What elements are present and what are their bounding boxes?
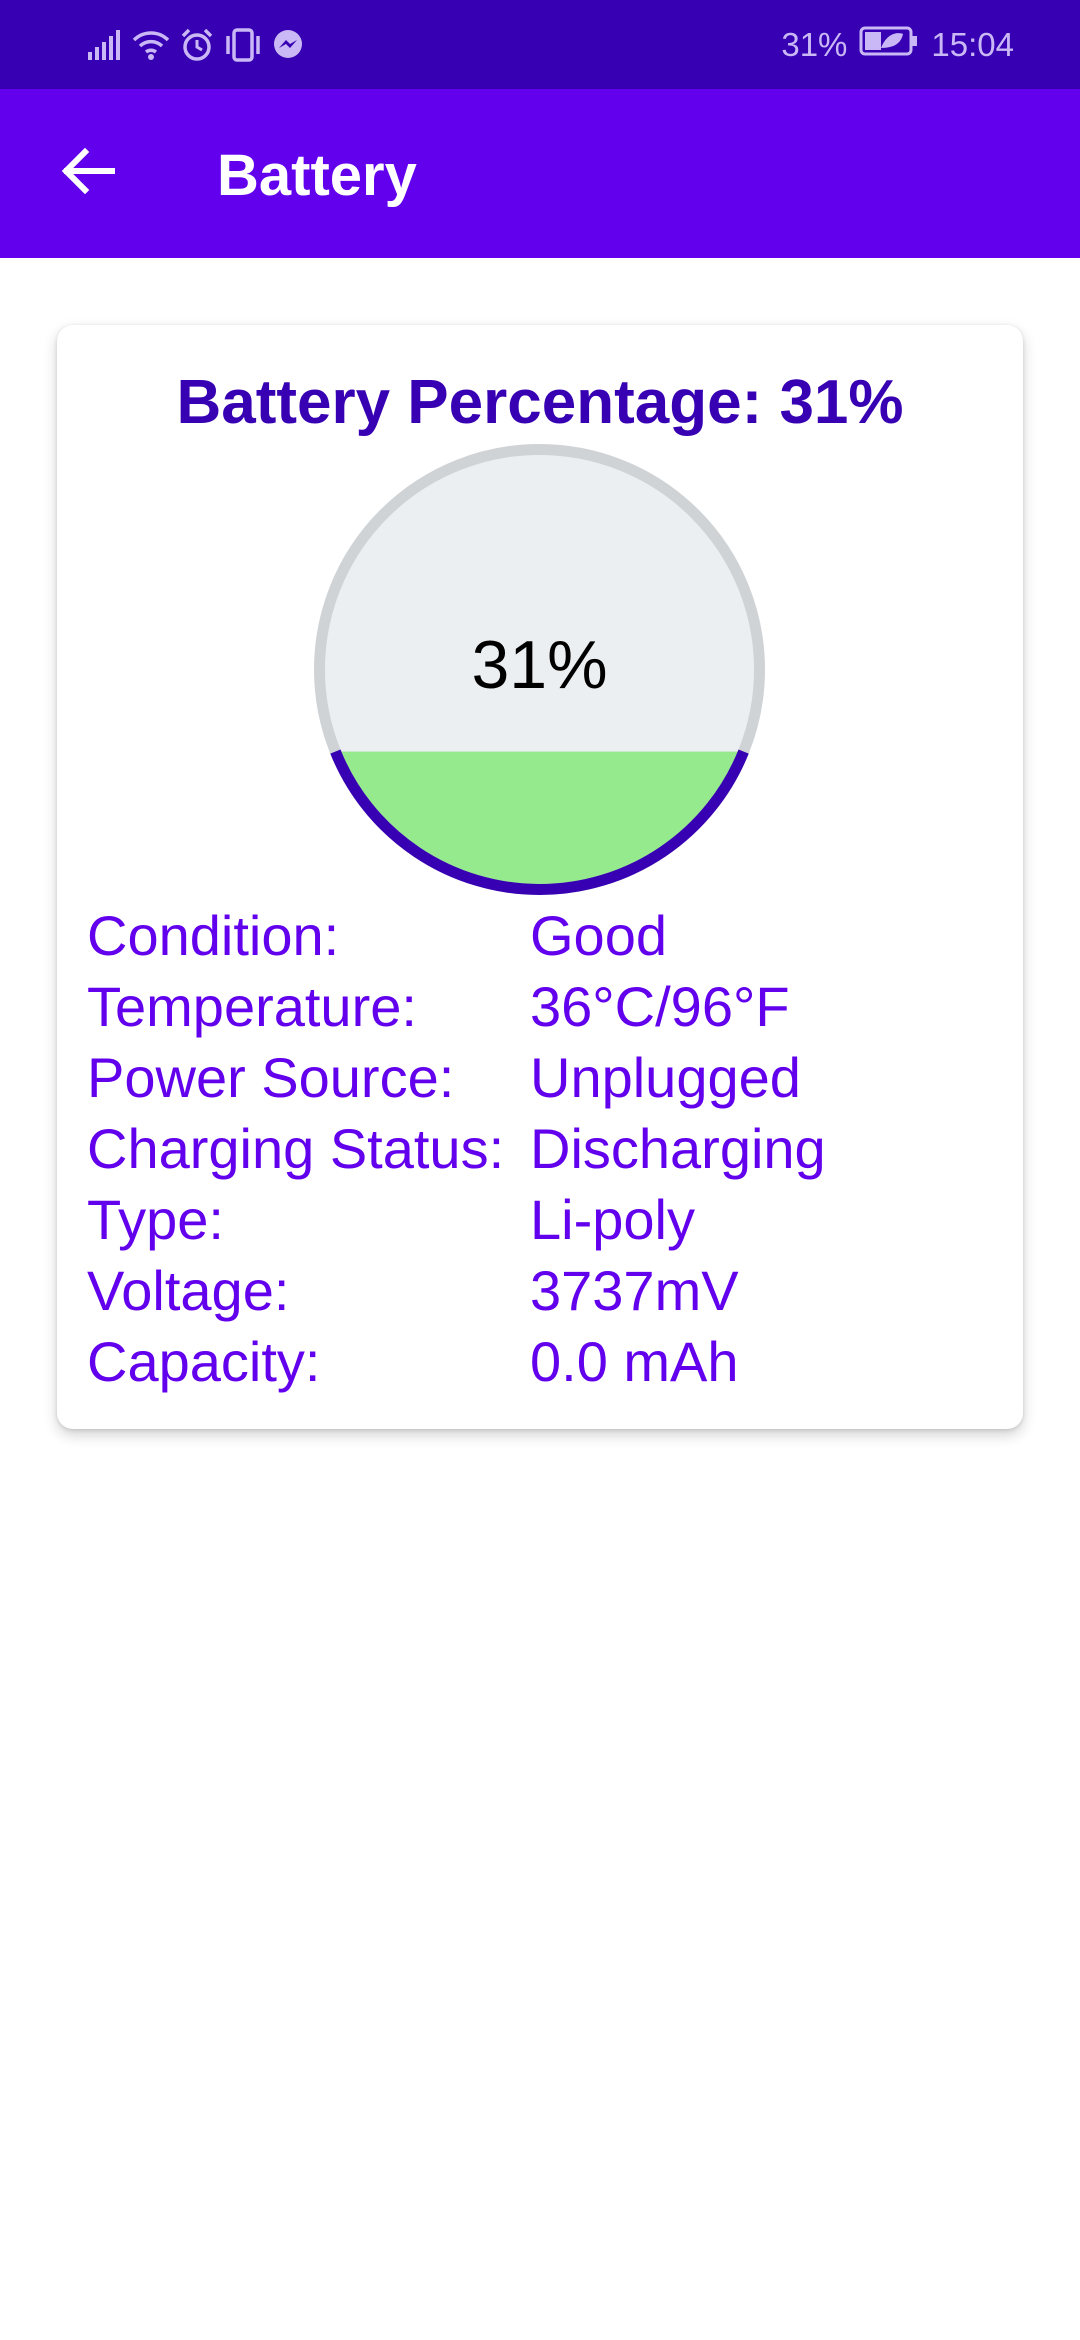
detail-row: Capacity: 0.0 mAh — [87, 1326, 826, 1397]
wifi-icon — [132, 29, 170, 61]
status-time: 15:04 — [931, 26, 1014, 63]
detail-row: Power Source: Unplugged — [87, 1042, 826, 1113]
detail-label: Condition: — [87, 904, 340, 967]
detail-label: Charging Status: — [87, 1117, 505, 1180]
detail-value: Unplugged — [530, 1046, 801, 1109]
battery-details: Condition: Good Temperature: 36°C/96°F Power… — [87, 900, 826, 1397]
detail-value: 0.0 mAh — [530, 1330, 739, 1393]
detail-row: Condition: Good — [87, 900, 826, 971]
signal-icon — [88, 30, 122, 60]
detail-label: Power Source: — [87, 1046, 455, 1109]
status-bar: 31% 15:04 — [0, 0, 1080, 89]
detail-value: Li-poly — [530, 1188, 695, 1251]
detail-value: Good — [530, 904, 667, 967]
alarm-icon — [180, 28, 214, 62]
page-title: Battery — [217, 143, 417, 208]
back-button[interactable] — [40, 125, 136, 221]
detail-value: 36°C/96°F — [530, 975, 790, 1038]
detail-value: 3737mV — [530, 1259, 739, 1322]
battery-icon — [859, 26, 919, 64]
detail-label: Temperature: — [87, 975, 417, 1038]
battery-card: Battery Percentage: 31% 31% Condition: Go… — [57, 325, 1023, 1429]
detail-label: Capacity: — [87, 1330, 321, 1393]
app-bar: Battery — [0, 89, 1080, 258]
gauge-percent-label: 31% — [471, 627, 608, 703]
detail-row: Type: Li-poly — [87, 1184, 826, 1255]
vibrate-icon — [224, 28, 262, 62]
gauge-ring-filled — [330, 749, 749, 895]
status-icons-right: 31% 15:04 — [781, 22, 1014, 68]
messenger-icon — [272, 29, 304, 61]
detail-row: Charging Status: Discharging — [87, 1113, 826, 1184]
back-arrow-icon — [61, 147, 116, 199]
detail-value: Discharging — [530, 1117, 826, 1180]
detail-label: Voltage: — [87, 1259, 290, 1322]
detail-row: Voltage: 3737mV — [87, 1255, 826, 1326]
status-battery-percent: 31% — [781, 26, 848, 63]
status-icons-left — [88, 22, 304, 68]
battery-gauge — [314, 444, 765, 895]
detail-label: Type: — [87, 1188, 224, 1251]
detail-row: Temperature: 36°C/96°F — [87, 971, 826, 1042]
battery-percentage-heading: Battery Percentage: 31% — [176, 368, 904, 437]
